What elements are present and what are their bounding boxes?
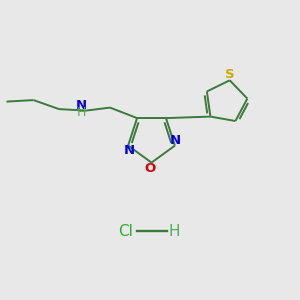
Text: N: N [75, 99, 86, 112]
Text: N: N [124, 144, 135, 157]
Text: H: H [76, 106, 86, 119]
Text: N: N [169, 134, 181, 147]
Text: O: O [144, 161, 156, 175]
Text: Cl: Cl [118, 224, 134, 238]
Text: H: H [168, 224, 180, 238]
Text: S: S [225, 68, 235, 81]
